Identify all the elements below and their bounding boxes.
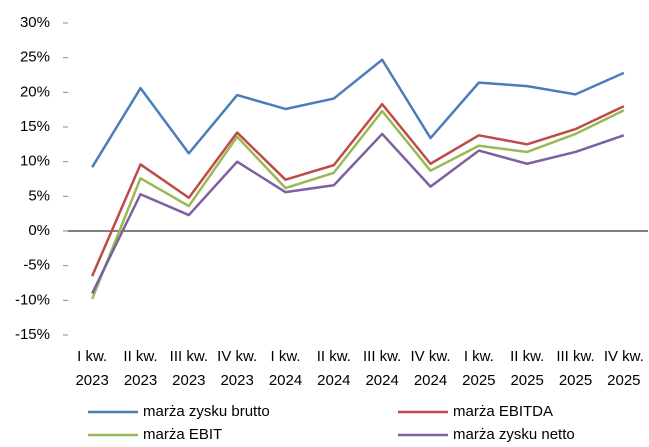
x-tick-label: 2024 — [365, 372, 398, 389]
legend-label: marża zysku netto — [453, 426, 575, 443]
x-tick-label: 2024 — [317, 372, 350, 389]
x-tick-label: I kw. — [77, 348, 107, 365]
x-tick-label: III kw. — [363, 348, 401, 365]
y-tick-label: -10% — [15, 291, 50, 308]
x-tick-label: I kw. — [464, 348, 494, 365]
legend-label: marża EBITDA — [453, 403, 553, 420]
x-tick-label: II kw. — [317, 348, 351, 365]
y-tick-label: 15% — [20, 118, 50, 135]
legend-label: marża zysku brutto — [143, 403, 270, 420]
y-tick-label: 0% — [28, 222, 50, 239]
x-tick-label: 2025 — [462, 372, 495, 389]
series-line — [91, 102, 625, 277]
y-tick-label: -15% — [15, 326, 50, 343]
x-tick-label: 2024 — [269, 372, 302, 389]
x-tick-label: III kw. — [556, 348, 594, 365]
series-line — [91, 58, 625, 168]
y-tick-label: 10% — [20, 153, 50, 170]
y-tick-label: 30% — [20, 14, 50, 31]
y-tick-label: 20% — [20, 83, 50, 100]
x-tick-label: 2023 — [124, 372, 157, 389]
y-tick-label: 5% — [28, 187, 50, 204]
legend-label: marża EBIT — [143, 426, 222, 443]
x-tick-label: III kw. — [170, 348, 208, 365]
x-tick-label: 2025 — [559, 372, 592, 389]
series-line — [91, 109, 625, 300]
series-line — [91, 132, 625, 294]
x-tick-label: 2025 — [510, 372, 543, 389]
x-tick-label: IV kw. — [604, 348, 644, 365]
y-tick-label: 25% — [20, 49, 50, 66]
x-tick-label: 2023 — [75, 372, 108, 389]
x-tick-label: 2023 — [172, 372, 205, 389]
x-tick-label: II kw. — [510, 348, 544, 365]
x-tick-label: 2025 — [607, 372, 640, 389]
x-tick-label: 2024 — [414, 372, 447, 389]
x-tick-label: IV kw. — [410, 348, 450, 365]
x-tick-label: 2023 — [220, 372, 253, 389]
x-tick-label: II kw. — [123, 348, 157, 365]
x-tick-label: I kw. — [270, 348, 300, 365]
x-tick-label: IV kw. — [217, 348, 257, 365]
y-tick-label: -5% — [23, 257, 50, 274]
